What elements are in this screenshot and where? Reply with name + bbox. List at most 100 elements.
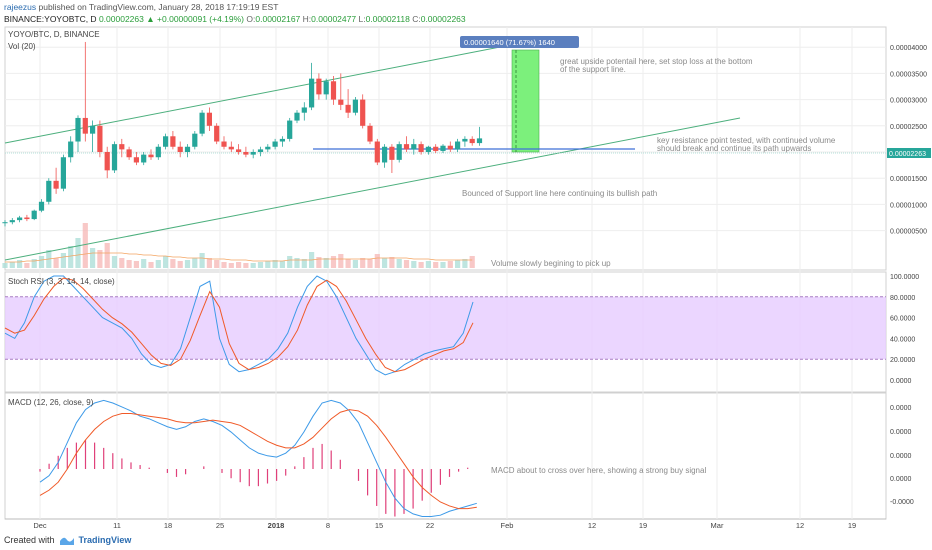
- low-value: 0.00002118: [365, 14, 410, 24]
- candle-body: [9, 220, 15, 223]
- candle-body: [323, 81, 329, 95]
- candle-body: [447, 145, 453, 150]
- volume-bar: [75, 238, 81, 268]
- volume-bar: [82, 223, 88, 268]
- volume-bar: [141, 259, 147, 268]
- volume-bar: [221, 262, 227, 268]
- candle-body: [382, 146, 388, 163]
- tradingview-logo-icon: [59, 537, 74, 545]
- annotation-upside: great upside potentail here, set stop lo…: [560, 57, 753, 74]
- candle-body: [425, 146, 431, 152]
- candle-body: [294, 112, 300, 121]
- candle-body: [53, 180, 59, 189]
- stoch-y-tick: 40.0000: [890, 336, 915, 343]
- candle-body: [396, 144, 402, 160]
- volume-bar: [272, 260, 278, 268]
- created-with-text: Created with: [4, 535, 55, 545]
- volume-bar: [206, 258, 212, 268]
- author-link[interactable]: rajeezus: [4, 2, 37, 12]
- candle-body: [214, 125, 220, 142]
- volume-bar: [345, 259, 351, 268]
- stoch-y-tick: 100.0000: [890, 274, 919, 281]
- x-tick-label: 25: [216, 521, 224, 530]
- x-tick-label: Mar: [711, 521, 724, 530]
- stoch-y-tick: 20.0000: [890, 357, 915, 364]
- publish-info: rajeezus published on TradingView.com, J…: [4, 2, 278, 12]
- candle-body: [316, 78, 322, 95]
- volume-bar: [418, 262, 424, 268]
- macd-y-tick: 0.0000: [890, 476, 912, 483]
- volume-bar: [265, 261, 271, 268]
- candle-body: [38, 201, 45, 211]
- candle-body: [476, 138, 483, 144]
- volume-bar: [31, 259, 37, 268]
- candle-body: [199, 112, 205, 134]
- volume-bar: [68, 246, 74, 268]
- main-pane-title: YOYO/BTC, D, BINANCE: [8, 30, 100, 39]
- ohlc-legend: BINANCE:YOYOBTC, D 0.00002263 ▲ +0.00000…: [4, 14, 466, 24]
- volume-bar: [9, 262, 15, 268]
- candle-body: [403, 144, 410, 150]
- tradingview-brand[interactable]: TradingView: [78, 535, 132, 545]
- volume-bar: [155, 260, 161, 268]
- volume-bar: [236, 262, 242, 268]
- candle-body: [330, 81, 337, 100]
- candle-body: [206, 112, 212, 126]
- candle-body: [374, 141, 380, 163]
- volume-bar: [403, 260, 410, 268]
- candle-body: [90, 125, 96, 134]
- macd-y-tick: 0.0000: [890, 453, 912, 460]
- channel-lower-line: [4, 117, 741, 261]
- volume-bar: [2, 263, 8, 268]
- volume-bar: [396, 259, 402, 268]
- candle-body: [133, 157, 139, 163]
- volume-bar: [287, 256, 293, 268]
- macd-line: [39, 399, 477, 518]
- volume-bar: [60, 253, 66, 268]
- volume-bar: [111, 256, 118, 268]
- pane-frame: [4, 392, 887, 520]
- x-tick-label: 12: [588, 521, 596, 530]
- volume-bar: [163, 256, 169, 268]
- open-label: O:: [246, 14, 256, 24]
- candle-body: [111, 144, 118, 171]
- volume-bar: [97, 250, 103, 268]
- volume-bar: [170, 259, 176, 268]
- candle-body: [389, 146, 395, 160]
- x-tick-label: 12: [796, 521, 804, 530]
- candle-body: [309, 78, 315, 108]
- candle-body: [60, 157, 66, 189]
- volume-bar: [447, 261, 453, 268]
- volume-bar: [133, 261, 139, 268]
- volume-bar: [330, 256, 337, 268]
- candle-body: [360, 99, 366, 126]
- high-label: H:: [302, 14, 312, 24]
- macd-y-tick: 0.0000: [890, 429, 912, 436]
- candle-body: [418, 144, 424, 152]
- price-badge: [887, 148, 931, 158]
- volume-bar: [257, 262, 264, 268]
- volume-bar: [119, 258, 125, 268]
- candle-body: [228, 146, 234, 150]
- candle-body: [352, 99, 358, 113]
- stoch-y-tick: 80.0000: [890, 295, 915, 302]
- last-price: 0.00002263: [98, 14, 144, 24]
- pane-frame: [4, 26, 887, 271]
- volume-bar: [53, 258, 59, 268]
- volume-bar: [425, 261, 431, 268]
- stoch-band: [5, 296, 886, 360]
- price-badge-text: 0.00002263: [889, 151, 926, 158]
- candle-body: [192, 133, 198, 147]
- volume-bar: [24, 263, 30, 268]
- candle-body: [265, 146, 271, 150]
- candle-body: [250, 152, 256, 155]
- stoch-d-line: [4, 277, 474, 373]
- y-tick-label: 0.00000500: [890, 229, 927, 236]
- volume-bar: [301, 259, 307, 268]
- x-tick-label: 15: [375, 521, 383, 530]
- high-value: 0.00002477: [311, 14, 357, 24]
- close-value: 0.00002263: [420, 14, 466, 24]
- candle-body: [141, 154, 147, 163]
- volume-bar: [440, 262, 446, 268]
